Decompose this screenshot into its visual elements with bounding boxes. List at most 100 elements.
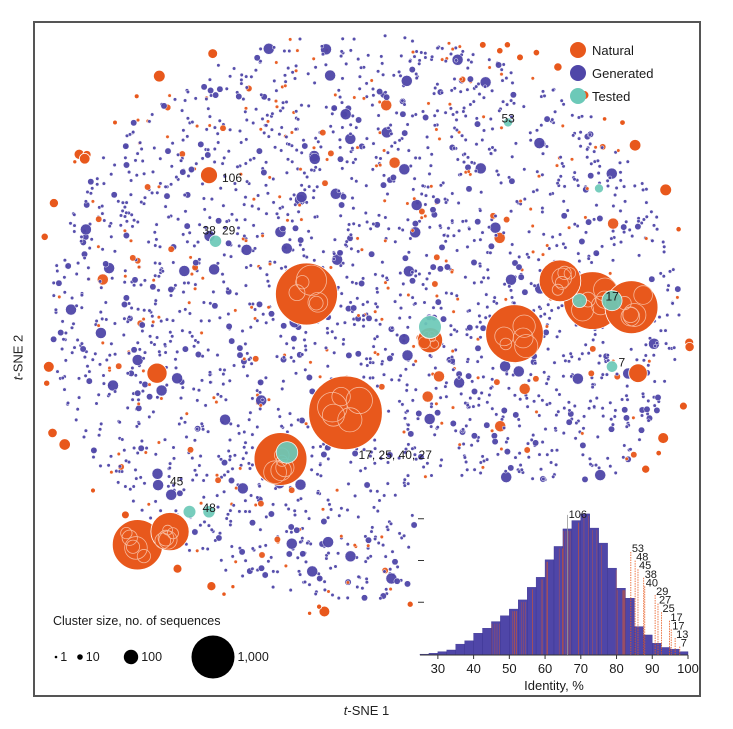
scatter-point <box>463 137 468 142</box>
scatter-point <box>414 76 419 81</box>
scatter-point <box>428 163 433 168</box>
scatter-point <box>308 541 313 546</box>
scatter-point <box>125 319 130 324</box>
scatter-point <box>178 265 191 277</box>
scatter-point <box>646 398 651 403</box>
scatter-point <box>142 308 147 313</box>
scatter-point <box>384 275 389 281</box>
scatter-point <box>399 53 404 58</box>
scatter-point <box>170 141 175 146</box>
scatter-point <box>517 451 522 456</box>
scatter-point <box>612 414 617 419</box>
scatter-point <box>243 238 249 243</box>
cluster-bubble <box>572 293 587 309</box>
scatter-point <box>364 81 369 86</box>
scatter-point <box>333 564 338 569</box>
scatter-point <box>215 261 220 266</box>
scatter-point <box>129 212 134 217</box>
scatter-point <box>181 138 186 143</box>
cluster-bubble <box>200 166 218 185</box>
scatter-point <box>637 253 642 258</box>
identity-marker-label: 7 <box>681 638 687 650</box>
scatter-point <box>297 36 303 42</box>
scatter-point <box>79 293 84 298</box>
scatter-point <box>531 433 536 438</box>
scatter-point <box>539 123 544 128</box>
scatter-point <box>444 258 449 264</box>
scatter-point <box>98 463 103 468</box>
scatter-point <box>274 104 280 109</box>
scatter-point <box>115 362 123 370</box>
scatter-point <box>219 124 227 132</box>
scatter-point <box>501 99 506 104</box>
scatter-point <box>339 506 344 511</box>
scatter-point <box>471 404 476 409</box>
scatter-point <box>576 251 581 256</box>
scatter-point <box>209 197 214 202</box>
scatter-point <box>487 65 492 70</box>
scatter-point <box>448 332 454 337</box>
scatter-point <box>136 307 141 312</box>
scatter-point <box>391 73 396 78</box>
scatter-point <box>269 555 274 560</box>
scatter-point <box>640 181 645 186</box>
scatter-point <box>79 234 84 239</box>
scatter-point <box>87 178 95 186</box>
scatter-point <box>434 409 442 417</box>
scatter-point <box>55 369 60 374</box>
scatter-point <box>560 123 565 128</box>
scatter-point <box>326 498 331 503</box>
scatter-point <box>458 77 463 82</box>
scatter-point <box>95 182 100 187</box>
scatter-point <box>344 275 349 280</box>
scatter-point <box>186 280 191 285</box>
scatter-point <box>438 243 446 251</box>
scatter-point <box>244 137 249 142</box>
scatter-point <box>375 509 380 514</box>
scatter-point <box>274 88 279 93</box>
scatter-point <box>136 265 142 270</box>
scatter-point <box>507 464 515 472</box>
scatter-point <box>447 102 452 107</box>
scatter-point <box>226 149 231 154</box>
scatter-point <box>108 454 114 459</box>
scatter-point <box>301 247 306 252</box>
scatter-point <box>61 337 66 342</box>
scatter-point <box>75 337 80 343</box>
scatter-point <box>376 88 384 96</box>
scatter-point <box>366 543 371 548</box>
scatter-point <box>311 145 317 150</box>
scatter-point <box>600 145 605 150</box>
scatter-point <box>114 469 119 474</box>
scatter-point <box>75 407 80 412</box>
scatter-point <box>303 509 308 514</box>
scatter-point <box>514 199 519 204</box>
scatter-point <box>306 71 311 76</box>
scatter-point <box>124 458 129 463</box>
scatter-point <box>546 302 551 307</box>
scatter-point <box>479 190 484 195</box>
scatter-point <box>55 268 60 274</box>
scatter-point <box>207 87 215 94</box>
scatter-point <box>109 172 114 177</box>
scatter-point <box>540 172 545 177</box>
scatter-point <box>121 332 126 338</box>
scatter-point <box>353 493 358 498</box>
scatter-point <box>415 410 423 417</box>
scatter-point <box>374 155 379 160</box>
scatter-point <box>62 258 67 263</box>
scatter-point <box>493 148 498 153</box>
scatter-point <box>533 361 538 366</box>
scatter-point <box>622 443 627 448</box>
scatter-point <box>235 164 240 169</box>
scatter-point <box>579 441 587 449</box>
y-axis-label: t-SNE 2 <box>10 334 26 381</box>
scatter-point <box>594 469 606 481</box>
scatter-point <box>667 346 672 351</box>
scatter-point <box>554 243 559 248</box>
scatter-point <box>152 342 157 347</box>
scatter-point <box>480 465 485 470</box>
scatter-point <box>171 483 176 488</box>
scatter-point <box>622 230 627 235</box>
